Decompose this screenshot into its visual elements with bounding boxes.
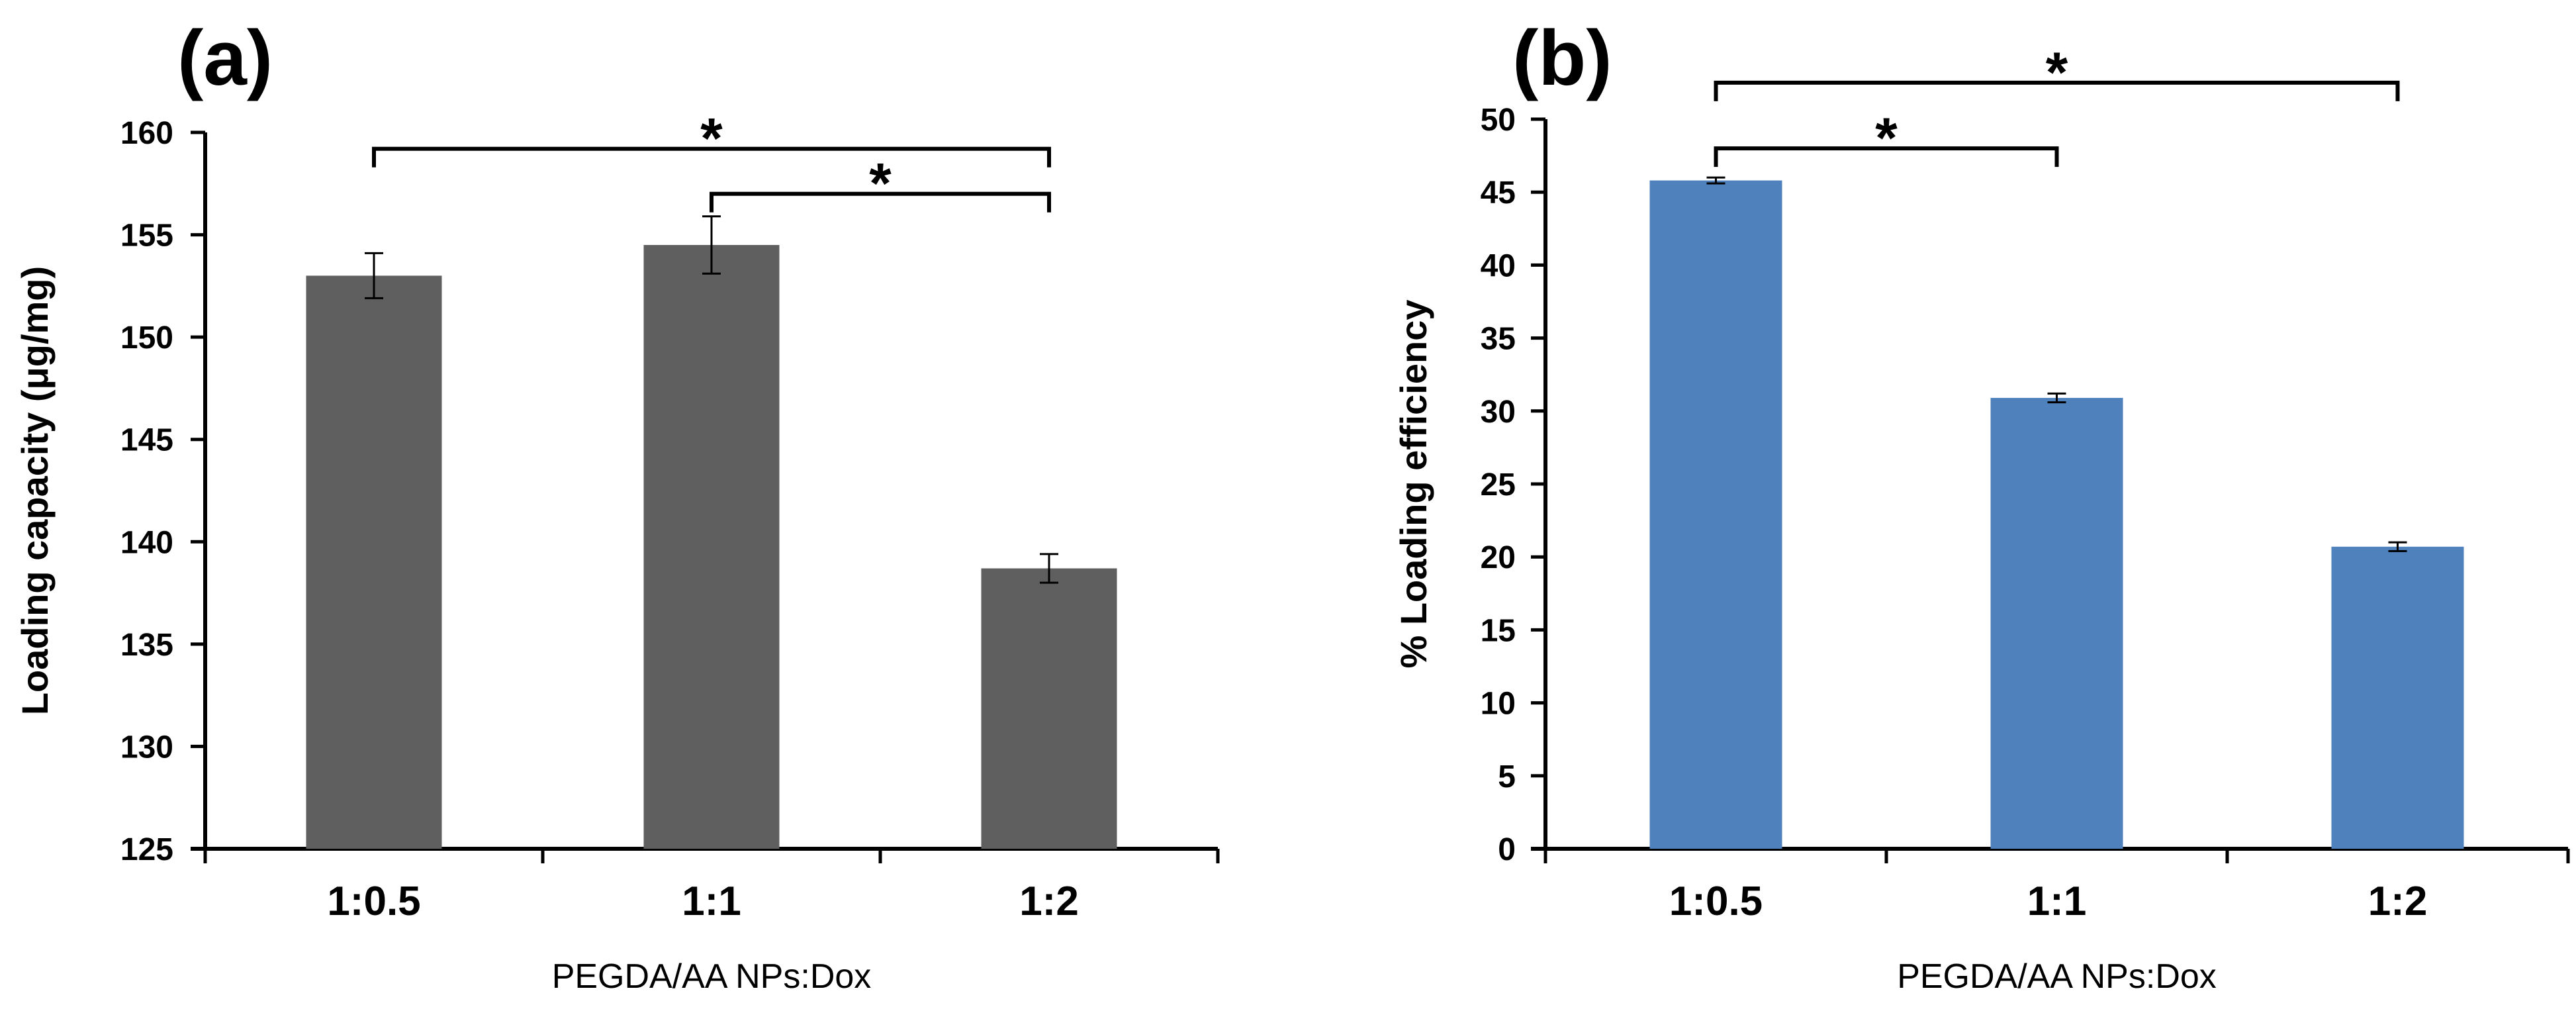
panel-label: (b): [1512, 15, 1612, 102]
y-tick-label: 160: [120, 116, 173, 151]
significance-star: *: [1875, 107, 1898, 170]
bracket-line: [710, 191, 1051, 213]
error-bar: [702, 215, 721, 275]
category-label: 1:0.5: [1669, 879, 1763, 924]
bracket-line: [372, 146, 1051, 168]
y-tick-label: 135: [120, 628, 173, 663]
y-tick-label: 10: [1481, 687, 1516, 722]
category-label: 1:1: [2027, 879, 2087, 924]
category-label: 1:2: [1019, 879, 1079, 924]
y-tick-label: 140: [120, 525, 173, 560]
bracket-line: [1714, 80, 2400, 101]
significance-star: *: [700, 107, 723, 171]
error-bar: [1040, 553, 1058, 584]
bar: [306, 275, 442, 849]
category-label: 1:0.5: [327, 879, 420, 924]
y-tick-label: 50: [1481, 103, 1516, 138]
panel-label: (a): [177, 15, 273, 102]
y-tick-label: 155: [120, 218, 173, 254]
y-tick-label: 35: [1481, 322, 1516, 357]
error-bar: [1706, 176, 1725, 185]
y-tick-label: 45: [1481, 175, 1516, 211]
y-tick-label: 15: [1481, 613, 1516, 648]
y-axis-title: % Loading efficiency: [1393, 300, 1434, 669]
category-label: 1:2: [2368, 879, 2428, 924]
panel-a: (a) 125 130 135 140 145 150 155 160 1:0.5 1:1 1:2 * *…: [14, 15, 1220, 996]
panel-b: (b) 0 5 10 15 20 25 30 35 40 45 50 1:0.5 1:1 1:2 * * % Lo…: [1393, 15, 2570, 996]
error-bar: [2388, 541, 2407, 552]
y-tick-label: 125: [120, 832, 173, 867]
y-tick-label: 145: [120, 423, 173, 458]
bar: [2331, 546, 2464, 849]
significance-bracket: *: [372, 107, 1051, 171]
x-axis-title: PEGDA/AA NPs:Dox: [1897, 957, 2217, 996]
error-bar: [2047, 392, 2066, 404]
y-tick-label: 130: [120, 730, 173, 765]
y-tick-label: 5: [1498, 759, 1516, 794]
y-tick-label: 150: [120, 320, 173, 356]
y-tick-label: 0: [1498, 832, 1516, 867]
y-tick-label: 40: [1481, 248, 1516, 283]
y-tick-label: 20: [1481, 540, 1516, 575]
bar: [1649, 180, 1782, 849]
y-axis-title: Loading capacity (μg/mg): [14, 266, 56, 715]
significance-bracket: *: [1714, 107, 2059, 170]
x-axis-title: PEGDA/AA NPs:Dox: [552, 957, 872, 996]
significance-star: *: [2046, 41, 2068, 105]
y-tick-label: 25: [1481, 467, 1516, 503]
bracket-line: [1714, 146, 2059, 168]
category-label: 1:1: [682, 879, 741, 924]
bar: [1990, 397, 2123, 849]
bar: [643, 245, 780, 849]
significance-bracket: *: [1714, 41, 2400, 105]
bar: [981, 568, 1117, 849]
error-bar: [365, 252, 383, 299]
y-tick-label: 30: [1481, 395, 1516, 430]
significance-star: *: [869, 152, 892, 216]
significance-bracket: *: [710, 152, 1051, 216]
